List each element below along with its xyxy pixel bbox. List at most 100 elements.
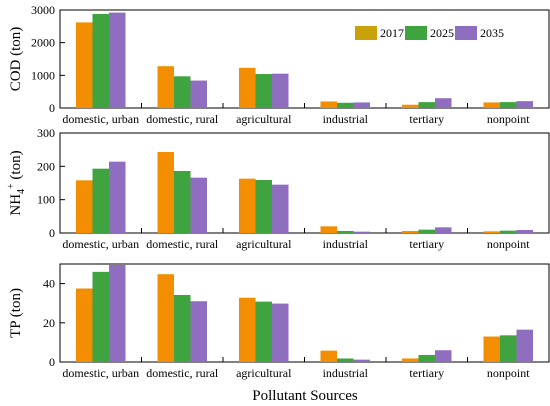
y-tick-label-tp-0: 0 xyxy=(49,355,55,369)
bar-nh4-2035-3 xyxy=(353,231,370,233)
bar-nh4-2017-0 xyxy=(76,180,93,233)
category-label-nh4-3: industrial xyxy=(323,237,369,251)
y-tick-label-nh4-3: 300 xyxy=(37,126,55,140)
bar-nh4-2025-3 xyxy=(337,231,354,233)
legend: 2017 2025 2035 xyxy=(355,26,504,40)
bar-tp-2025-0 xyxy=(92,271,109,362)
plot-frame-nh4 xyxy=(59,132,550,234)
bar-nh4-2025-4 xyxy=(418,229,435,233)
bar-cod-2025-2 xyxy=(255,74,272,108)
y-tick-label-tp-1: 20 xyxy=(43,316,55,330)
bar-cod-2025-4 xyxy=(418,102,435,108)
bar-tp-2017-5 xyxy=(483,336,500,362)
legend-swatch-2017 xyxy=(355,26,377,40)
bar-nh4-2035-4 xyxy=(435,227,452,233)
bar-nh4-2025-1 xyxy=(174,171,191,233)
bar-cod-2025-3 xyxy=(337,102,354,108)
panel-nh4: domestic, urban domestic, rural agricultur… xyxy=(6,126,550,251)
bar-nh4-2025-5 xyxy=(500,230,517,233)
chart-panels: domestic, urban domestic, rural agricultur… xyxy=(6,3,550,380)
bar-nh4-2025-0 xyxy=(92,168,109,233)
bar-tp-2035-4 xyxy=(435,350,452,362)
bar-tp-2025-1 xyxy=(174,294,191,362)
bar-nh4-2035-1 xyxy=(190,177,207,233)
bar-cod-2035-1 xyxy=(190,80,207,108)
bar-cod-2025-0 xyxy=(92,13,109,109)
bar-nh4-2017-2 xyxy=(239,178,256,233)
bar-tp-2035-5 xyxy=(516,329,533,362)
category-label-tp-1: domestic, rural xyxy=(146,366,219,380)
category-label-tp-0: domestic, urban xyxy=(62,366,139,380)
bar-tp-2017-2 xyxy=(239,297,256,362)
bar-nh4-2035-5 xyxy=(516,230,533,233)
y-tick-label-cod-3: 3000 xyxy=(31,3,55,17)
legend-label-2035: 2035 xyxy=(480,26,504,40)
bar-tp-2035-3 xyxy=(353,359,370,362)
category-label-cod-5: nonpoint xyxy=(487,112,530,126)
legend-swatch-2025 xyxy=(405,26,427,40)
bar-tp-2017-0 xyxy=(76,288,93,362)
category-label-tp-4: tertiary xyxy=(409,366,444,380)
category-label-nh4-5: nonpoint xyxy=(487,237,530,251)
bar-tp-2017-3 xyxy=(320,350,337,362)
legend-swatch-2035 xyxy=(455,26,477,40)
bar-tp-2035-1 xyxy=(190,301,207,362)
bar-nh4-2017-3 xyxy=(320,226,337,233)
category-label-cod-0: domestic, urban xyxy=(62,112,139,126)
category-label-nh4-4: tertiary xyxy=(409,237,444,251)
bar-tp-2017-4 xyxy=(402,358,419,362)
y-tick-label-nh4-0: 0 xyxy=(49,226,55,240)
bar-tp-2035-0 xyxy=(109,264,126,362)
bar-tp-2025-3 xyxy=(337,358,354,362)
y-axis-title-tp: TP (ton) xyxy=(8,288,24,338)
bar-tp-2025-5 xyxy=(500,335,517,362)
bar-cod-2035-0 xyxy=(109,12,126,108)
y-tick-label-cod-1: 1000 xyxy=(31,68,55,82)
legend-label-2017: 2017 xyxy=(380,26,404,40)
y-axis-title-cod: COD (ton) xyxy=(8,27,24,92)
bar-tp-2017-1 xyxy=(157,274,174,362)
panel-tp: domestic, urban domestic, rural agricultur… xyxy=(8,263,550,380)
category-label-nh4-2: agricultural xyxy=(236,237,292,251)
bar-cod-2035-3 xyxy=(353,102,370,108)
category-label-cod-3: industrial xyxy=(323,112,369,126)
bar-nh4-2025-2 xyxy=(255,180,272,233)
y-tick-label-cod-0: 0 xyxy=(49,101,55,115)
category-label-tp-5: nonpoint xyxy=(487,366,530,380)
bar-cod-2017-5 xyxy=(483,102,500,108)
panel-cod: domestic, urban domestic, rural agricultur… xyxy=(8,3,550,126)
legend-label-2025: 2025 xyxy=(430,26,454,40)
y-tick-label-nh4-1: 100 xyxy=(37,193,55,207)
bar-cod-2017-2 xyxy=(239,67,256,108)
y-tick-label-nh4-2: 200 xyxy=(37,159,55,173)
plot-frame-tp xyxy=(59,263,550,363)
bar-tp-2035-2 xyxy=(272,303,289,362)
bar-cod-2025-5 xyxy=(500,102,517,108)
plot-frame-cod xyxy=(59,9,550,109)
bar-nh4-2035-2 xyxy=(272,184,289,233)
bar-cod-2025-1 xyxy=(174,76,191,108)
category-label-tp-3: industrial xyxy=(323,366,369,380)
bar-cod-2017-1 xyxy=(157,66,174,108)
category-label-nh4-1: domestic, rural xyxy=(146,237,219,251)
bar-tp-2025-4 xyxy=(418,354,435,362)
bar-cod-2035-5 xyxy=(516,101,533,108)
bar-nh4-2017-5 xyxy=(483,231,500,233)
bar-cod-2035-2 xyxy=(272,73,289,108)
category-label-nh4-0: domestic, urban xyxy=(62,237,139,251)
category-label-tp-2: agricultural xyxy=(236,366,292,380)
bar-nh4-2017-1 xyxy=(157,152,174,233)
bar-cod-2035-4 xyxy=(435,98,452,108)
bar-nh4-2035-0 xyxy=(109,161,126,233)
y-axis-title-nh4: NH4+ (ton) xyxy=(6,150,27,215)
bar-cod-2017-3 xyxy=(320,101,337,108)
y-tick-label-cod-2: 2000 xyxy=(31,36,55,50)
bar-tp-2025-2 xyxy=(255,301,272,362)
x-axis-title: Pollutant Sources xyxy=(252,388,358,404)
bar-nh4-2017-4 xyxy=(402,231,419,233)
y-tick-label-tp-2: 40 xyxy=(43,277,55,291)
category-label-cod-1: domestic, rural xyxy=(146,112,219,126)
category-label-cod-2: agricultural xyxy=(236,112,292,126)
category-label-cod-4: tertiary xyxy=(409,112,444,126)
